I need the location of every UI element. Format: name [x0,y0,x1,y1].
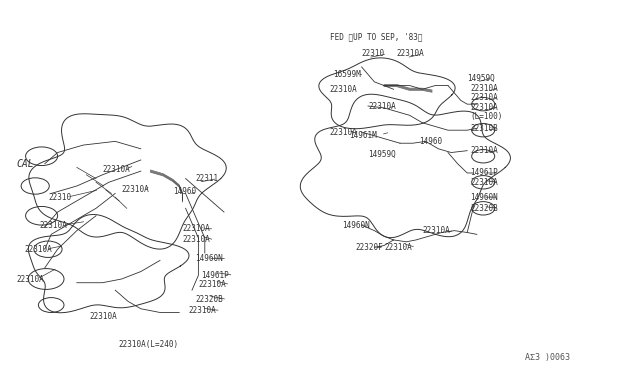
Text: 22310A: 22310A [182,235,210,244]
Text: 22310A: 22310A [16,275,44,283]
Text: FED 〈UP TO SEP, '83〉: FED 〈UP TO SEP, '83〉 [330,33,422,42]
Text: 22310A: 22310A [470,103,498,112]
Text: 16599M: 16599M [333,70,360,79]
Text: 22310A: 22310A [189,306,216,315]
Text: 14960N: 14960N [195,254,223,263]
Text: 22310B: 22310B [470,124,498,133]
Text: 14961P: 14961P [470,169,498,177]
Text: 14961M: 14961M [349,131,376,140]
Text: 22310A(L=240): 22310A(L=240) [118,340,179,349]
Text: 14960: 14960 [173,187,196,196]
Text: AΣ3 )0063: AΣ3 )0063 [525,353,570,362]
Text: 22310A: 22310A [330,128,357,137]
Text: 22310A: 22310A [470,93,498,102]
Text: 22310: 22310 [48,193,71,202]
Text: 22310A: 22310A [470,146,498,155]
Text: 22310A: 22310A [102,165,130,174]
Text: 22320B: 22320B [195,295,223,304]
Text: 22310A: 22310A [422,226,450,235]
Text: 22310A: 22310A [384,243,412,252]
Text: 22310A: 22310A [90,312,117,321]
Text: 22310A: 22310A [122,185,149,194]
Text: 22310A: 22310A [24,245,52,254]
Text: 22310: 22310 [362,49,385,58]
Text: 22310A: 22310A [397,49,424,58]
Text: 22310A: 22310A [470,84,498,93]
Text: 22310A: 22310A [40,221,67,230]
Text: 22311: 22311 [195,174,218,183]
Text: 14959Q: 14959Q [467,74,495,83]
Text: 14960: 14960 [419,137,442,146]
Text: 22310A: 22310A [182,224,210,233]
Text: 14961P: 14961P [202,271,229,280]
Text: 22310A: 22310A [368,102,396,110]
Text: 14960N: 14960N [342,221,370,230]
Text: 22310A: 22310A [198,280,226,289]
Text: CAL: CAL [16,159,34,169]
Text: 22320B: 22320B [470,204,498,213]
Text: 14959Q: 14959Q [368,150,396,159]
Text: (L=100): (L=100) [470,112,503,121]
Text: 22310A: 22310A [330,85,357,94]
Text: 14960N: 14960N [470,193,498,202]
Text: 22320F: 22320F [355,243,383,252]
Text: 22310A: 22310A [470,178,498,187]
